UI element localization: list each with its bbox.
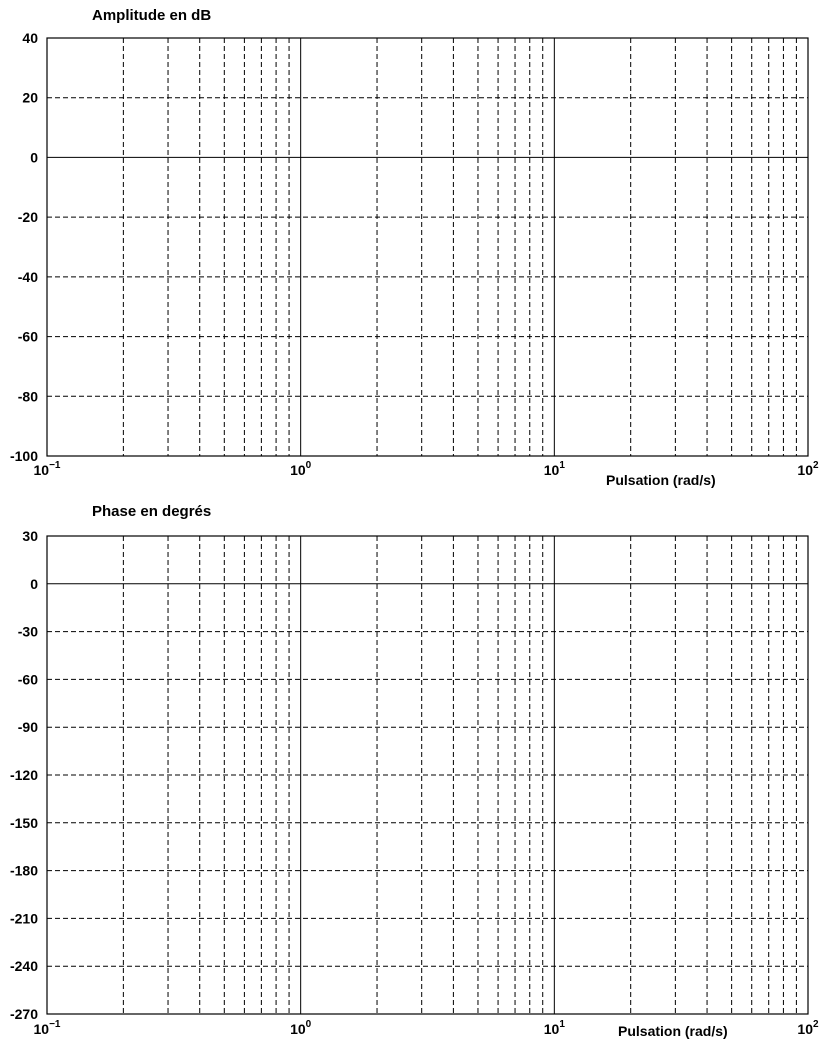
y-tick-label: 40: [22, 30, 38, 46]
x-tick-base: 10: [290, 462, 306, 478]
x-axis-label: Pulsation (rad/s): [606, 472, 716, 488]
y-tick-label: -40: [18, 269, 38, 285]
y-tick-label: 30: [22, 528, 38, 544]
y-tick-label: -30: [18, 624, 38, 640]
x-tick-label: 101: [544, 1019, 566, 1037]
x-tick-exponent: 1: [559, 1019, 565, 1030]
y-tick-label: 20: [22, 90, 38, 106]
x-tick-exponent: 0: [306, 460, 312, 471]
y-tick-label: 0: [30, 149, 38, 165]
x-tick-label: 102: [797, 1019, 819, 1037]
x-tick-label: 100: [290, 460, 312, 478]
y-tick-label: -150: [10, 815, 38, 831]
x-tick-exponent: 2: [813, 460, 819, 471]
y-tick-label: -20: [18, 209, 38, 225]
x-tick-label: 101: [544, 460, 566, 478]
x-tick-label: 10−1: [34, 1019, 61, 1037]
y-tick-label: 0: [30, 576, 38, 592]
y-tick-label: -60: [18, 329, 38, 345]
x-tick-exponent: 1: [559, 460, 565, 471]
x-tick-base: 10: [290, 1021, 306, 1037]
y-tick-label: -270: [10, 1006, 38, 1022]
y-tick-label: -60: [18, 671, 38, 687]
y-tick-label: -90: [18, 719, 38, 735]
x-tick-base: 10: [797, 462, 813, 478]
x-tick-label: 100: [290, 1019, 312, 1037]
chart-title: Phase en degrés: [92, 503, 211, 520]
x-tick-base: 10: [34, 462, 50, 478]
y-tick-label: -240: [10, 958, 38, 974]
x-tick-base: 10: [797, 1021, 813, 1037]
x-axis-label: Pulsation (rad/s): [618, 1023, 728, 1039]
x-tick-exponent: −1: [49, 460, 61, 471]
y-tick-label: -180: [10, 863, 38, 879]
phase-chart: 300-30-60-90-120-150-180-210-240-27010−1…: [10, 503, 819, 1039]
x-tick-exponent: −1: [49, 1019, 61, 1030]
plot-frame: [46, 37, 809, 457]
x-tick-exponent: 2: [813, 1019, 819, 1030]
x-tick-base: 10: [544, 462, 560, 478]
x-tick-base: 10: [34, 1021, 50, 1037]
x-tick-label: 10−1: [34, 460, 61, 478]
y-tick-label: -80: [18, 388, 38, 404]
y-tick-label: -120: [10, 767, 38, 783]
x-tick-exponent: 0: [306, 1019, 312, 1030]
y-tick-label: -100: [10, 448, 38, 464]
chart-title: Amplitude en dB: [92, 7, 211, 24]
x-tick-base: 10: [544, 1021, 560, 1037]
x-tick-label: 102: [797, 460, 819, 478]
y-tick-label: -210: [10, 910, 38, 926]
